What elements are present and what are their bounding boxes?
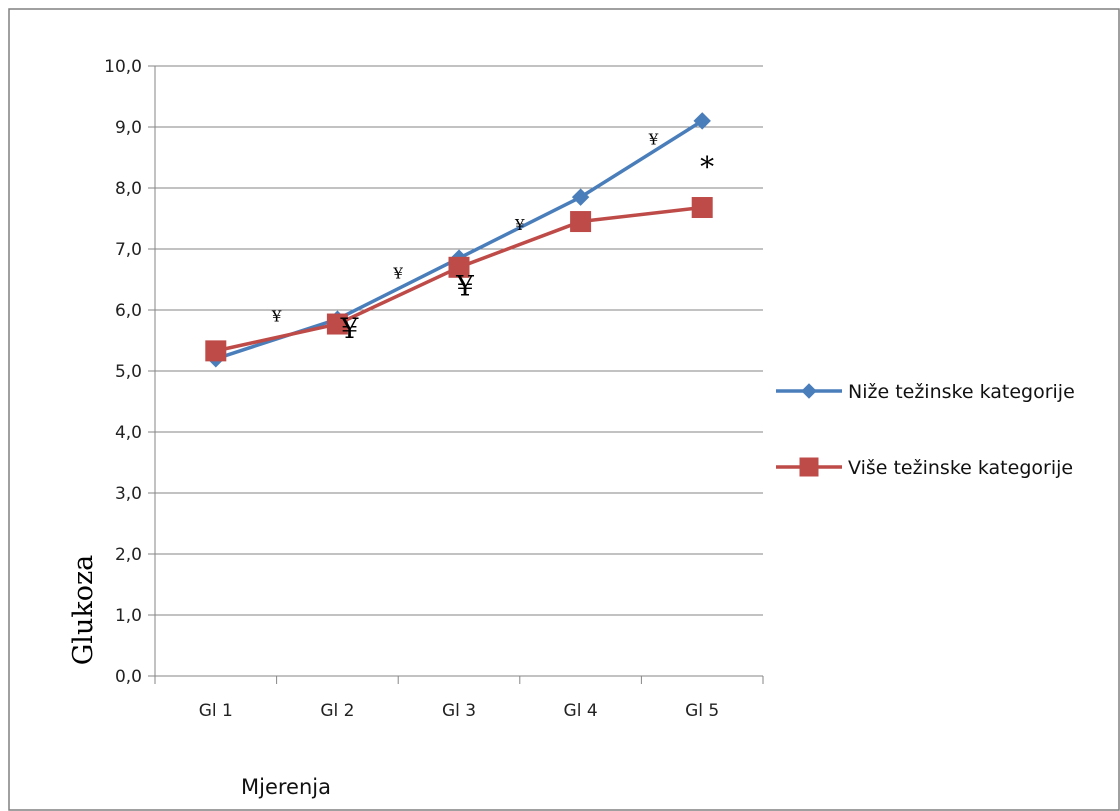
x-tick-labels: Gl 1 Gl 2 Gl 3 Gl 4 Gl 5 (199, 701, 720, 721)
data-point-square (205, 340, 227, 362)
y-axis-label: Glukoza (68, 555, 99, 666)
data-point-diamond (571, 188, 590, 206)
x-tick-label: Gl 1 (199, 701, 233, 721)
x-tick-label: Gl 4 (564, 701, 598, 721)
y-tick-label: 3,0 (115, 484, 142, 504)
y-tick-label: 5,0 (115, 362, 142, 382)
series-group (205, 112, 713, 368)
data-point-square (448, 256, 470, 278)
legend-label: Više težinske kategorije (848, 457, 1073, 479)
x-axis-label: Mjerenja (241, 775, 331, 799)
series-2 (205, 197, 713, 362)
x-tick-label: Gl 2 (320, 701, 354, 721)
legend-label: Niže težinske kategorije (848, 381, 1075, 403)
x-tick-label: Gl 3 (442, 701, 476, 721)
y-tick-labels: 0,0 1,0 2,0 3,0 4,0 5,0 6,0 7,0 8,0 9,0 10,0 (104, 57, 142, 687)
gridlines (148, 65, 763, 677)
x-tick-label: Gl 5 (685, 701, 719, 721)
data-point-diamond (801, 383, 817, 399)
annotations: ¥ ¥ ¥ ¥ ¥ ¥ * (271, 130, 714, 345)
legend: Niže težinske kategorije Više težinske ka… (776, 381, 1075, 479)
y-tick-label: 8,0 (115, 179, 142, 199)
annotation-mark: ¥ (271, 307, 282, 325)
annotation-mark: ¥ (392, 265, 403, 283)
y-tick-label: 7,0 (115, 240, 142, 260)
data-point-diamond (693, 112, 711, 130)
annotation-mark: ¥ (648, 130, 659, 148)
y-tick-label: 2,0 (115, 545, 142, 565)
data-point-square (570, 211, 592, 233)
y-tick-label: 4,0 (115, 423, 142, 443)
annotation-mark: * (700, 150, 714, 183)
data-point-square (691, 197, 713, 219)
data-point-square (326, 313, 348, 335)
annotation-mark: ¥ (455, 269, 474, 302)
y-tick-label: 0,0 (115, 667, 142, 687)
y-tick-label: 1,0 (115, 606, 142, 626)
y-tick-label: 6,0 (115, 301, 142, 321)
annotation-mark: ¥ (514, 216, 525, 234)
legend-item: Niže težinske kategorije (776, 381, 1075, 403)
axes (154, 66, 764, 684)
y-tick-label: 9,0 (115, 118, 142, 138)
legend-item: Više težinske kategorije (776, 457, 1073, 479)
chart-border (8, 8, 1120, 811)
y-tick-label: 10,0 (104, 57, 142, 77)
data-point-square (799, 457, 819, 477)
annotation-mark: ¥ (340, 312, 359, 345)
